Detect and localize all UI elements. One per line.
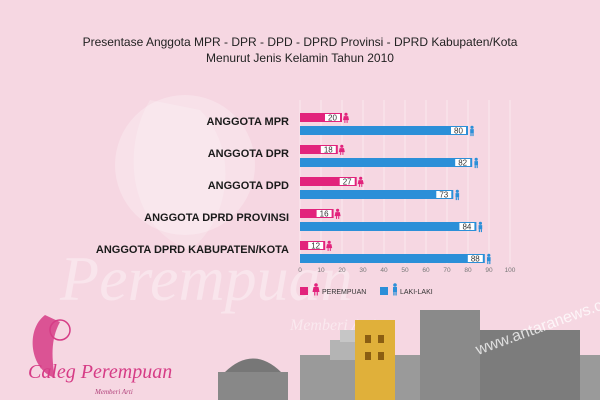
male-icon <box>393 283 397 296</box>
chart-title-line2: Menurut Jenis Kelamin Tahun 2010 <box>206 51 394 65</box>
legend-label-female: PEREMPUAN <box>322 289 366 296</box>
watermark-background-subtext: Memberi Arti <box>289 317 376 334</box>
value-label-box <box>467 255 483 262</box>
female-icon <box>312 283 320 296</box>
x-tick-label: 40 <box>380 267 388 274</box>
legend-swatch-male <box>380 287 388 295</box>
x-tick-label: 60 <box>422 267 430 274</box>
value-label: 80 <box>454 126 463 135</box>
male-icon <box>470 125 474 137</box>
value-label-box <box>320 146 336 153</box>
bar-male <box>300 222 477 231</box>
bar-female <box>300 177 357 186</box>
category-label: ANGGOTA DPRD PROVINSI <box>144 212 289 224</box>
bar-male <box>300 158 473 167</box>
female-icon <box>326 240 333 251</box>
value-label: 16 <box>320 209 329 218</box>
category-labels: ANGGOTA MPR ANGGOTA DPR ANGGOTA DPD ANGGOTA… <box>96 116 289 256</box>
female-icon <box>338 144 345 155</box>
value-label: 88 <box>471 254 480 263</box>
female-icon <box>343 112 349 123</box>
x-tick-label: 20 <box>338 267 346 274</box>
value-label: 20 <box>328 113 337 122</box>
male-icon <box>474 157 478 169</box>
value-label: 18 <box>324 145 333 154</box>
bar-male <box>300 190 454 199</box>
value-label: 84 <box>462 222 471 231</box>
legend-swatch-female <box>300 287 308 295</box>
value-label-box <box>325 114 340 121</box>
value-label-box <box>316 210 332 217</box>
value-label: 82 <box>458 158 467 167</box>
value-label: 73 <box>439 190 448 199</box>
category-label: ANGGOTA MPR <box>207 116 290 128</box>
x-tick-label: 90 <box>485 267 493 274</box>
x-tick-label: 80 <box>464 267 472 274</box>
x-tick-label: 10 <box>317 267 325 274</box>
legend-label-male: LAKI-LAKI <box>400 289 433 296</box>
x-tick-label: 30 <box>359 267 367 274</box>
x-tick-label: 100 <box>505 267 516 274</box>
value-label-box <box>436 191 452 198</box>
parliament-building-illustration <box>218 310 600 400</box>
logo-sub-text: Memberi Arti <box>94 388 133 396</box>
value-label-box <box>308 242 324 249</box>
x-tick-label: 50 <box>401 267 409 274</box>
male-icon <box>478 221 483 233</box>
value-label-box <box>459 223 475 230</box>
bars: 20 80 18 82 27 73 16 84 12 88 <box>300 112 491 265</box>
x-tick-label: 0 <box>298 267 302 274</box>
bar-female <box>300 113 342 122</box>
bar-male <box>300 254 485 263</box>
value-label-box <box>455 159 471 166</box>
male-icon <box>455 189 460 201</box>
legend: PEREMPUAN LAKI-LAKI <box>300 283 433 296</box>
female-icon <box>357 176 364 187</box>
value-label: 27 <box>343 177 352 186</box>
logo-main-text: Caleg Perempuan <box>28 361 172 383</box>
value-label-box <box>339 178 355 185</box>
value-label-box <box>451 127 466 134</box>
category-label: ANGGOTA DPR <box>208 148 289 160</box>
caleg-perempuan-logo: Caleg Perempuan Memberi Arti <box>28 315 172 396</box>
category-label: ANGGOTA DPRD KABUPATEN/KOTA <box>96 244 289 256</box>
x-axis: 0 10 20 30 40 50 60 70 80 90 100 <box>298 267 516 274</box>
x-tick-label: 70 <box>443 267 451 274</box>
chart-title-line1: Presentase Anggota MPR - DPR - DPD - DPR… <box>83 35 518 49</box>
bar-female <box>300 145 338 154</box>
value-label: 12 <box>311 241 320 250</box>
male-icon <box>487 253 491 265</box>
female-icon <box>334 208 341 219</box>
category-label: ANGGOTA DPD <box>208 180 289 192</box>
bar-male <box>300 126 468 135</box>
